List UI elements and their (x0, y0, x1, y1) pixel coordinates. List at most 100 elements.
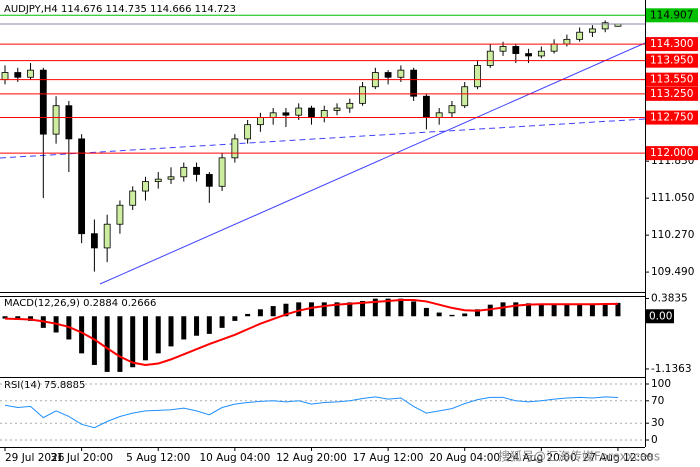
candle-body (423, 95, 430, 118)
macd-header: MACD(12,26,9) 0.2884 0.2666 (4, 298, 156, 309)
macd-bar (308, 302, 314, 317)
y-tick-label: 0.00 (649, 310, 672, 322)
candle-body (52, 105, 60, 135)
candle-body (346, 102, 354, 109)
frame (0, 0, 646, 448)
candle-body (435, 112, 443, 118)
candle-body (282, 112, 290, 116)
macd-bar (181, 316, 187, 340)
macd-bar (245, 313, 251, 317)
macd-bar (602, 303, 608, 317)
candle-body (576, 31, 584, 40)
macd-bar (411, 301, 417, 317)
readout: 0.2666 (121, 298, 156, 309)
quote: 114.676 (61, 4, 102, 15)
level-label-box (646, 86, 698, 101)
macd-bar (564, 304, 570, 317)
watermark: 搜狐号@汇海传媒Forexxcess (498, 449, 660, 464)
candle-body (129, 190, 137, 206)
macd-bar (551, 303, 557, 317)
candle-body (550, 43, 558, 52)
candle-body (499, 46, 507, 52)
macd-bar (270, 306, 276, 317)
candle-body (116, 204, 124, 225)
macd-bar (296, 302, 302, 317)
macd-bar (513, 302, 519, 317)
candle-body (205, 174, 213, 187)
quote: 114.735 (106, 4, 147, 15)
macd-bar (155, 316, 161, 354)
candle-body (231, 138, 239, 159)
x-tick-label: 29 Jul 2026 (5, 452, 65, 464)
candle-body (537, 50, 545, 57)
candle-body (512, 46, 520, 54)
macd-bar (142, 316, 148, 361)
quote: 114.723 (195, 4, 236, 15)
trendline (0, 118, 646, 159)
macd-bar (117, 316, 123, 372)
trendline (99, 42, 646, 285)
chart-header: AUDJPY,H4 114.676 114.735 114.666 114.72… (4, 4, 236, 15)
y-tick-label: 109.490 (651, 266, 694, 278)
candle-body (486, 50, 494, 66)
macd-bar (577, 304, 583, 317)
candle-body (295, 107, 303, 116)
macd-bar (487, 304, 493, 317)
macd-bar (615, 302, 621, 317)
macd-bar (130, 316, 136, 368)
x-tick-label: 10 Aug 04:00 (199, 452, 270, 464)
macd-bar (474, 309, 480, 317)
candle-body (27, 69, 34, 78)
macd-bar (219, 316, 225, 328)
y-tick-label: -1.1363 (651, 363, 692, 375)
y-tick-label: 0 (651, 434, 658, 446)
candle-body (193, 166, 200, 175)
level-label-box (646, 8, 698, 23)
readout: 0.2884 (83, 298, 118, 309)
level-label-box (646, 37, 698, 52)
candle-body (397, 69, 405, 78)
macd-bar (462, 313, 468, 317)
candle-body (269, 112, 277, 118)
macd-bar (194, 316, 200, 336)
macd-bar (347, 302, 353, 317)
candle-body (563, 38, 571, 45)
x-tick-label: 24 Aug 20:00 (506, 452, 577, 464)
level-label: 113.550 (650, 74, 693, 86)
candle-body (39, 69, 47, 135)
rsi-line (4, 396, 618, 429)
level-label: 112.000 (650, 147, 693, 159)
quote: 114.666 (150, 4, 191, 15)
zero-label-box (646, 309, 674, 324)
candle-body (359, 86, 366, 104)
level-label-box (646, 110, 698, 125)
macd-bar (526, 303, 532, 317)
level-label-box (646, 72, 698, 87)
candle-body (14, 72, 22, 78)
macd-bar (232, 316, 238, 321)
candle-body (244, 124, 252, 140)
candle-body (589, 28, 596, 33)
x-tick-label: 31 Jul 20:00 (50, 452, 113, 464)
candle-body (167, 176, 175, 180)
y-tick-label: 110.270 (651, 229, 694, 241)
candle-body (154, 178, 162, 182)
candle-body (384, 72, 392, 78)
x-tick-label: 12 Aug 20:00 (276, 452, 347, 464)
level-label: 114.300 (650, 38, 693, 50)
level-label-box (646, 53, 698, 68)
candle-body (448, 105, 456, 114)
candle-body (320, 110, 328, 118)
macd-bar (385, 298, 391, 317)
level-label: 114.907 (650, 9, 693, 21)
macd-bar (283, 303, 289, 317)
macd-bar (436, 312, 442, 317)
candle-body (103, 223, 111, 249)
macd-bar (168, 316, 174, 347)
candle-body (461, 86, 469, 107)
readout: 75.8885 (44, 380, 85, 391)
candle-body (474, 65, 481, 88)
candle-body (180, 166, 188, 178)
